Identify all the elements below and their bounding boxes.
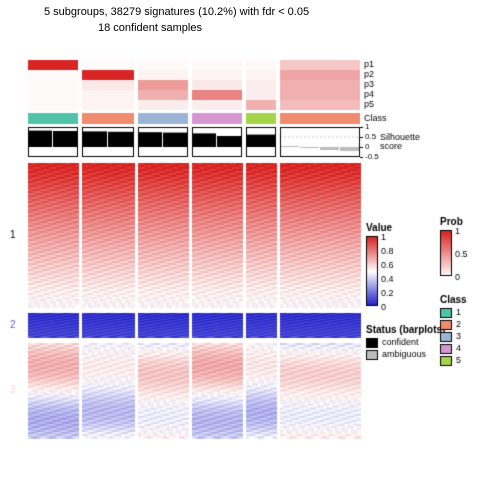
heatmap-figure <box>0 0 504 504</box>
